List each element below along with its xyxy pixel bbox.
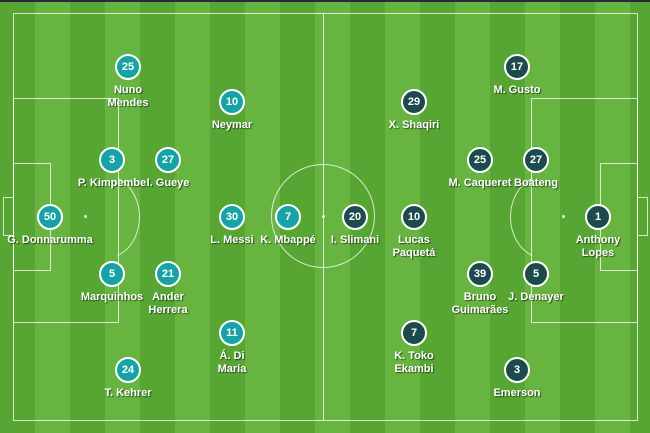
shirt-number: 39 [467, 261, 493, 287]
player-name: K. Toko Ekambi [394, 350, 434, 375]
player-name: Á. Di María [217, 350, 247, 375]
shirt-number: 5 [99, 261, 125, 287]
player-name: Neymar [211, 119, 253, 131]
player-name: J. Denayer [508, 291, 564, 303]
center-spot [322, 215, 325, 218]
player-name: I. Gueye [146, 177, 190, 189]
player-name: Bruno Guimarães [451, 291, 509, 316]
shirt-number: 25 [115, 54, 141, 80]
shirt-number: 30 [219, 204, 245, 230]
player-name: T. Kehrer [104, 387, 152, 399]
shirt-number: 29 [401, 89, 427, 115]
player-name: Marquinhos [80, 291, 144, 303]
shirt-number: 3 [99, 147, 125, 173]
shirt-number: 21 [155, 261, 181, 287]
left-penalty-spot [84, 215, 87, 218]
shirt-number: 27 [155, 147, 181, 173]
shirt-number: 7 [401, 320, 427, 346]
shirt-number: 10 [401, 204, 427, 230]
player-name: Anthony Lopes [575, 234, 621, 259]
shirt-number: 11 [219, 320, 245, 346]
shirt-number: 3 [504, 357, 530, 383]
shirt-number: 17 [504, 54, 530, 80]
shirt-number: 10 [219, 89, 245, 115]
center-circle [271, 164, 375, 268]
player-name: M. Caqueret [448, 177, 512, 189]
shirt-number: 1 [585, 204, 611, 230]
player-name: X. Shaqiri [388, 119, 440, 131]
right-penalty-spot [562, 215, 565, 218]
player-name: P. Kimpembe [77, 177, 147, 189]
player-name: M. Gusto [493, 84, 541, 96]
shirt-number: 20 [342, 204, 368, 230]
player-name: G. Donnarumma [7, 234, 93, 246]
player-name: K. Mbappé [260, 234, 316, 246]
shirt-number: 27 [523, 147, 549, 173]
player-name: I. Slimani [330, 234, 380, 246]
top-bar [0, 0, 650, 2]
left-goal [3, 197, 14, 236]
player-name: Emerson [493, 387, 541, 399]
player-name: Ander Herrera [148, 291, 188, 316]
player-name: L. Messi [210, 234, 254, 246]
right-goal [637, 197, 648, 236]
shirt-number: 24 [115, 357, 141, 383]
shirt-number: 5 [523, 261, 549, 287]
player-name: Nuno Mendes [107, 84, 149, 109]
player-name: Boateng [514, 177, 558, 189]
player-name: Lucas Paquetá [392, 234, 436, 259]
shirt-number: 25 [467, 147, 493, 173]
shirt-number: 7 [275, 204, 301, 230]
shirt-number: 50 [37, 204, 63, 230]
